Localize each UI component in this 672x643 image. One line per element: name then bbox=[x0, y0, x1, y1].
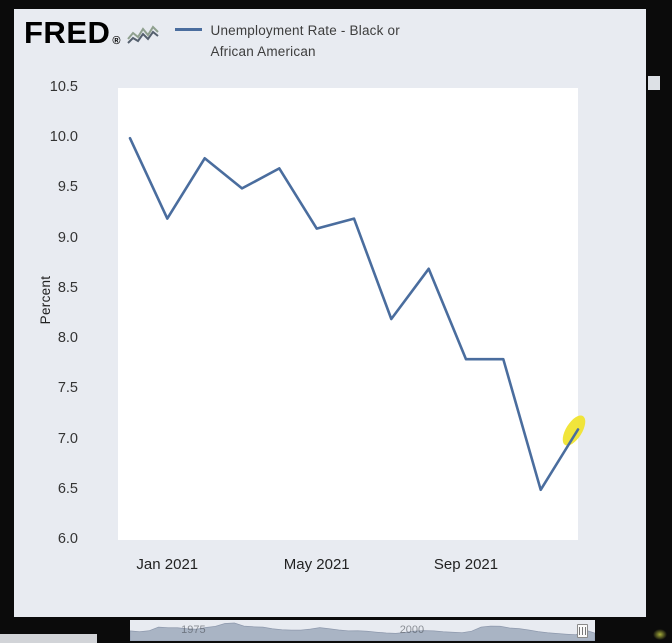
navigator-drag-handle[interactable] bbox=[577, 624, 588, 638]
navigator-area-shape bbox=[130, 622, 595, 641]
registered-mark: ® bbox=[112, 35, 121, 47]
line-chart-plot[interactable] bbox=[118, 88, 593, 540]
y-axis-tick-label: 6.0 bbox=[57, 531, 78, 547]
x-axis: Jan 2021 May 2021 Sep 2021 bbox=[118, 556, 593, 578]
background-window-edge bbox=[0, 634, 97, 643]
legend-label: Unemployment Rate - Black or African Ame… bbox=[211, 21, 400, 63]
date-range-navigator[interactable]: 1975 2000 bbox=[130, 620, 595, 641]
x-axis-tick-label: Jan 2021 bbox=[136, 556, 199, 573]
legend-label-line2: African American bbox=[210, 43, 316, 59]
legend-line-swatch bbox=[174, 28, 202, 31]
y-axis-tick-label: 10.5 bbox=[49, 79, 78, 95]
data-series-line bbox=[128, 136, 580, 492]
y-axis-tick-label: 6.5 bbox=[57, 480, 78, 497]
header: FRED ® Unemployment Rate - Black or Afric… bbox=[24, 17, 400, 63]
chart-panel: FRED ® Unemployment Rate - Black or Afric… bbox=[14, 9, 646, 617]
x-axis-tick-label: Sep 2021 bbox=[433, 556, 499, 573]
chart-legend: Unemployment Rate - Black or African Ame… bbox=[174, 21, 400, 63]
fred-logo: FRED ® bbox=[24, 17, 159, 48]
navigator-year-label: 1975 bbox=[181, 624, 206, 636]
y-axis-tick-label: 9.0 bbox=[57, 229, 78, 246]
fred-logo-text: FRED bbox=[24, 15, 111, 50]
y-axis-tick-label: 7.5 bbox=[57, 380, 78, 397]
highlight-marker bbox=[562, 415, 586, 446]
fred-logo-squiggle-icon bbox=[126, 25, 159, 44]
navigator-sparkline bbox=[130, 622, 595, 641]
y-axis-tick-label: 9.5 bbox=[57, 179, 78, 196]
scrollbar-fragment[interactable] bbox=[648, 76, 660, 90]
y-axis-tick-label: 8.5 bbox=[57, 279, 78, 296]
x-axis-tick-label: May 2021 bbox=[283, 556, 350, 573]
y-axis-tick-label: 8.0 bbox=[57, 330, 78, 347]
highlighter-smudge bbox=[653, 629, 667, 640]
legend-label-line1: Unemployment Rate - Black or bbox=[210, 23, 400, 38]
y-axis-tick-label: 7.0 bbox=[57, 430, 78, 447]
grip-icon bbox=[579, 627, 586, 635]
plot-background bbox=[118, 88, 578, 540]
y-axis-tick-label: 10.0 bbox=[49, 129, 78, 146]
y-axis: 10.5 10.0 9.5 9.0 8.5 8.0 7.5 7.0 6.5 6.0 bbox=[32, 79, 78, 547]
navigator-year-label: 2000 bbox=[399, 624, 425, 636]
